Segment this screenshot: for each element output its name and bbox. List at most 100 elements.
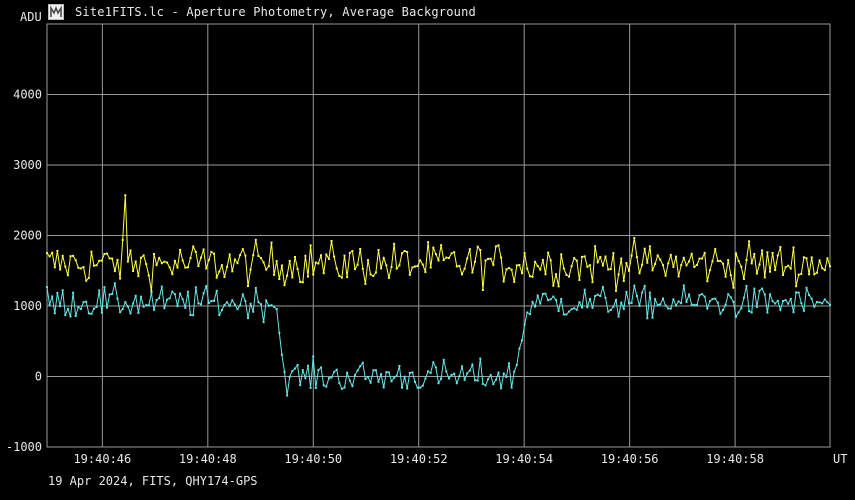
data-point bbox=[93, 307, 95, 310]
data-point bbox=[66, 274, 69, 277]
data-point bbox=[309, 386, 312, 389]
data-point bbox=[476, 379, 479, 382]
data-point bbox=[688, 260, 691, 263]
data-point bbox=[492, 383, 495, 386]
data-point bbox=[628, 269, 630, 272]
data-point bbox=[184, 306, 187, 309]
data-point bbox=[586, 265, 589, 268]
data-point bbox=[479, 357, 482, 360]
data-point bbox=[596, 293, 599, 296]
data-point bbox=[95, 306, 98, 308]
data-point bbox=[72, 254, 75, 257]
data-point bbox=[810, 256, 813, 259]
data-point bbox=[628, 302, 630, 305]
data-point bbox=[309, 244, 312, 247]
data-point bbox=[296, 268, 299, 270]
data-point bbox=[145, 304, 148, 307]
data-point bbox=[348, 379, 351, 382]
data-point bbox=[160, 285, 163, 288]
data-point bbox=[667, 262, 670, 265]
data-point bbox=[369, 381, 372, 384]
data-point bbox=[236, 262, 239, 265]
data-point bbox=[210, 300, 213, 302]
data-point bbox=[192, 245, 195, 248]
data-point bbox=[85, 279, 88, 282]
data-point bbox=[815, 271, 818, 274]
data-point bbox=[745, 259, 748, 261]
data-point bbox=[262, 321, 265, 324]
data-point bbox=[523, 252, 526, 255]
data-point bbox=[680, 302, 683, 305]
data-point bbox=[359, 365, 362, 368]
data-point bbox=[312, 355, 315, 358]
data-point bbox=[66, 307, 69, 310]
data-point bbox=[132, 270, 135, 272]
data-point bbox=[176, 305, 179, 308]
data-point bbox=[708, 269, 711, 272]
data-point bbox=[414, 265, 416, 268]
data-point bbox=[641, 291, 644, 294]
data-point bbox=[497, 371, 500, 374]
data-point bbox=[802, 256, 805, 259]
lightcurve-app-icon bbox=[48, 4, 64, 20]
data-point bbox=[82, 266, 85, 268]
data-point bbox=[745, 285, 748, 287]
data-point bbox=[635, 295, 638, 297]
data-point bbox=[505, 376, 508, 378]
data-point bbox=[711, 260, 714, 263]
data-point bbox=[711, 298, 714, 301]
data-point bbox=[213, 299, 215, 302]
data-point bbox=[534, 260, 537, 263]
data-point bbox=[226, 265, 229, 268]
x-tick-label: 19:40:58 bbox=[706, 452, 764, 466]
data-point bbox=[429, 266, 432, 269]
data-point bbox=[544, 292, 547, 295]
data-point bbox=[494, 245, 497, 248]
data-point bbox=[570, 308, 573, 311]
data-point bbox=[755, 272, 758, 275]
data-point bbox=[810, 297, 813, 300]
data-point bbox=[340, 387, 343, 390]
data-point bbox=[701, 257, 704, 260]
data-point bbox=[466, 372, 469, 375]
y-tick-label: -1000 bbox=[6, 440, 42, 454]
data-point bbox=[231, 270, 234, 273]
data-point bbox=[288, 375, 291, 378]
data-point bbox=[134, 294, 137, 297]
data-point bbox=[573, 257, 576, 260]
data-point bbox=[395, 374, 398, 377]
data-point bbox=[113, 270, 116, 273]
data-point bbox=[565, 273, 568, 276]
data-point bbox=[753, 287, 756, 290]
data-point bbox=[267, 265, 270, 268]
chart-title: Site1FITS.lc - Aperture Photometry, Aver… bbox=[75, 5, 476, 19]
data-point bbox=[140, 256, 142, 259]
data-point bbox=[247, 285, 249, 287]
data-point bbox=[818, 259, 821, 262]
data-point bbox=[346, 276, 349, 279]
y-tick-label: 4000 bbox=[13, 88, 42, 102]
data-point bbox=[100, 311, 103, 314]
data-point bbox=[390, 265, 393, 268]
data-point bbox=[393, 242, 396, 245]
data-point bbox=[395, 267, 398, 270]
data-point bbox=[586, 306, 589, 309]
data-point bbox=[333, 255, 336, 258]
data-point bbox=[787, 264, 790, 267]
data-point bbox=[249, 268, 252, 271]
data-point bbox=[377, 249, 380, 251]
data-point bbox=[382, 386, 385, 389]
data-point bbox=[346, 371, 349, 374]
data-point bbox=[500, 387, 503, 390]
data-point bbox=[800, 302, 803, 305]
data-point bbox=[59, 305, 62, 308]
data-point bbox=[570, 265, 573, 268]
data-point bbox=[442, 259, 445, 261]
data-point bbox=[286, 394, 289, 397]
data-point bbox=[307, 275, 309, 278]
data-point bbox=[601, 286, 604, 289]
data-point bbox=[432, 246, 435, 249]
data-point bbox=[505, 268, 508, 271]
data-point bbox=[218, 270, 221, 273]
data-point bbox=[620, 301, 623, 304]
